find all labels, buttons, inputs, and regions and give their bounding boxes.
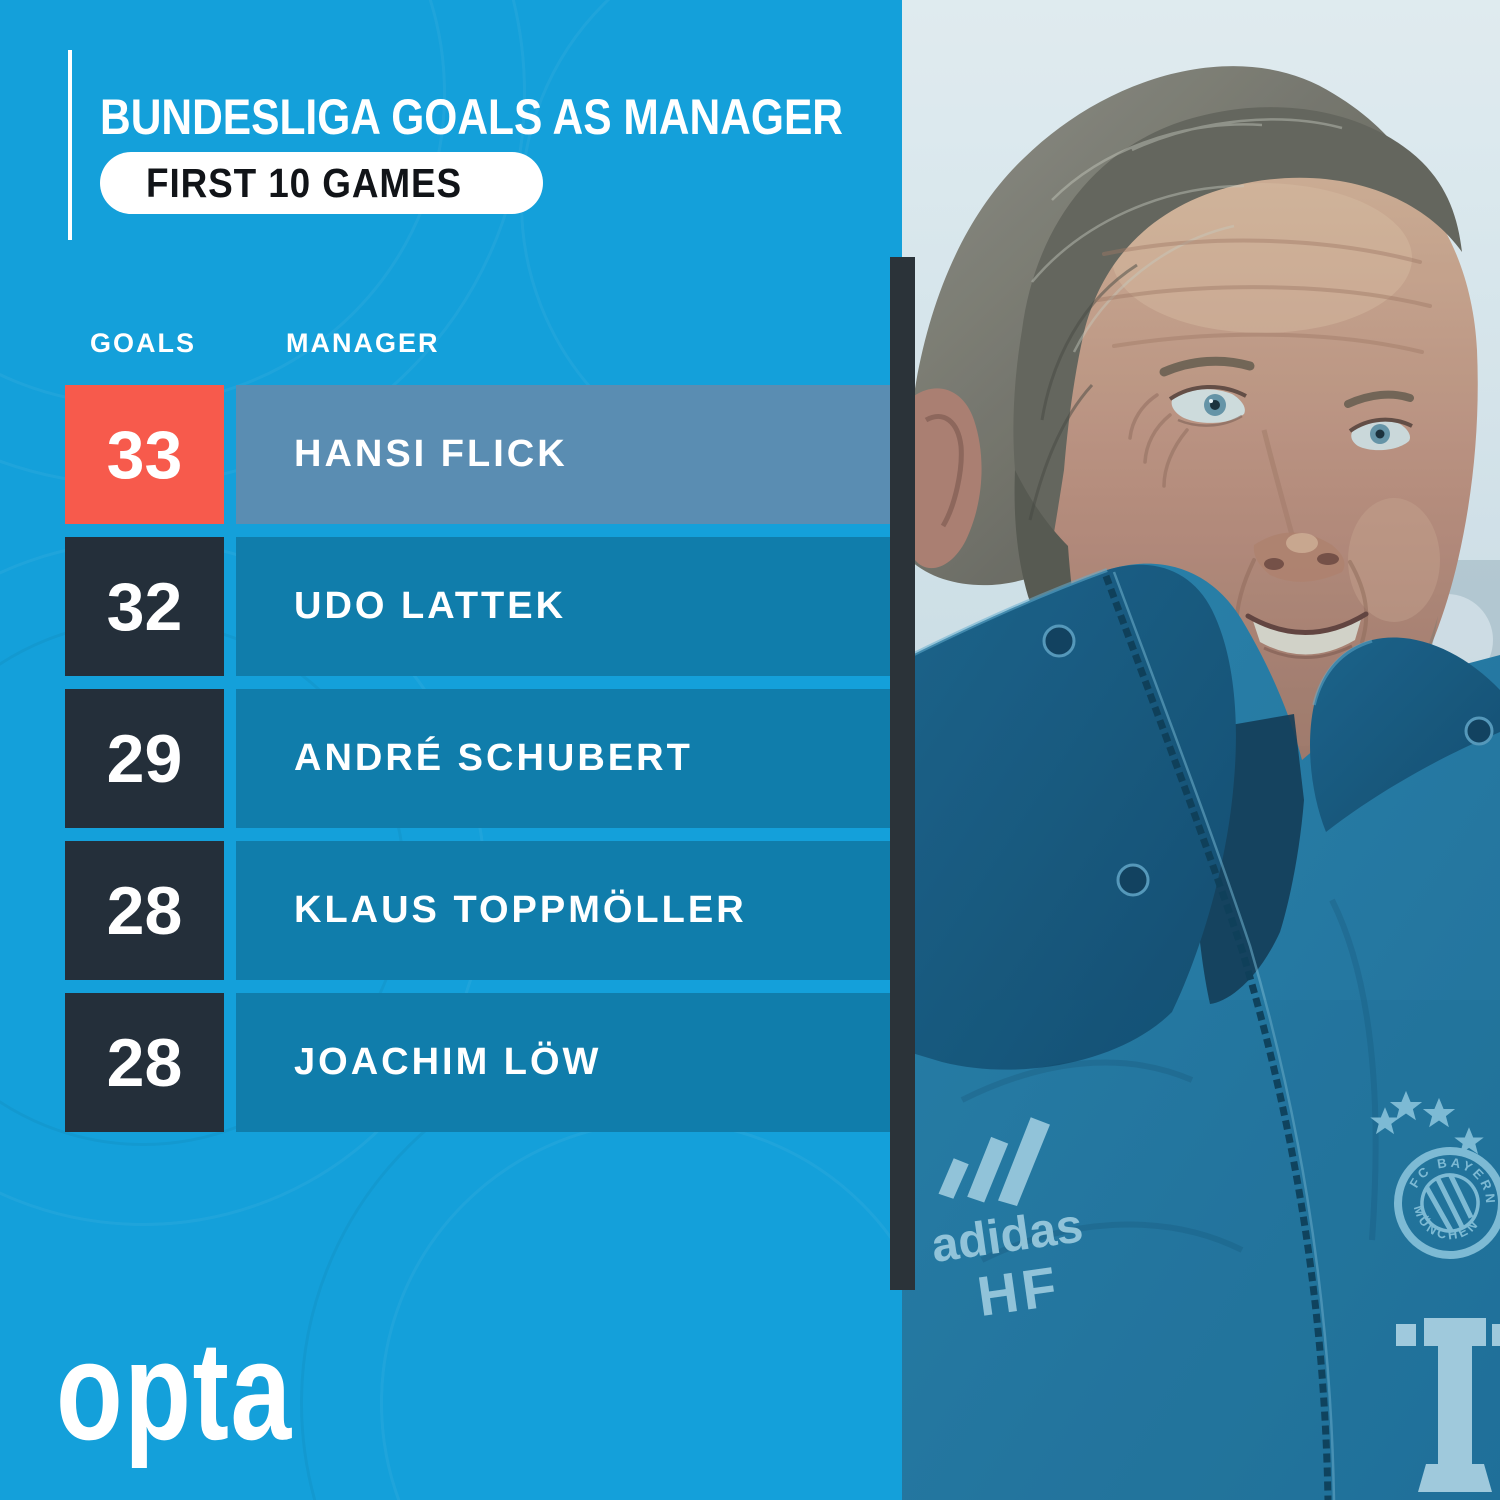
ear	[901, 388, 982, 569]
manager-bar: UDO LATTEK	[236, 537, 897, 676]
goals-value-cell: 32	[65, 537, 224, 676]
left-collar	[902, 564, 1236, 1070]
manager-bar: JOACHIM LÖW	[236, 993, 897, 1132]
table-row: 28 JOACHIM LÖW	[65, 993, 897, 1132]
page-title: BUNDESLIGA GOALS AS MANAGER	[100, 89, 843, 145]
crest-inner-ring	[1420, 1173, 1480, 1233]
nostril	[1317, 553, 1339, 565]
telekom-logo	[1396, 1318, 1500, 1492]
photo-tint	[902, 0, 1500, 1500]
goals-value-cell: 33	[65, 385, 224, 524]
manager-photo-illustration: adidas HF FC BAYERN MÜNCHEN	[901, 0, 1500, 1500]
telekom-dot	[1396, 1324, 1416, 1346]
snap-button	[1464, 716, 1494, 746]
hair-highlight-strands	[1031, 118, 1343, 353]
right-eyebrow	[1344, 390, 1414, 408]
jacket-initials: HF	[974, 1254, 1065, 1328]
nose-tip-highlight	[1286, 533, 1318, 553]
crest-hatching	[1424, 1174, 1474, 1233]
left-lower-lid	[1177, 414, 1243, 427]
teeth	[1252, 616, 1362, 655]
right-eyelid	[1348, 417, 1413, 433]
manager-name: KLAUS TOPPMÖLLER	[294, 889, 747, 931]
adidas-stripe	[998, 1117, 1050, 1206]
collar-edge-highlight	[1312, 639, 1373, 706]
photo-tint	[902, 1000, 1500, 1500]
crow-feet-wrinkles	[1128, 393, 1189, 488]
table-row: 28 KLAUS TOPPMÖLLER	[65, 841, 897, 980]
jacket-folds	[960, 898, 1379, 1263]
hair-dark-strands	[1028, 263, 1138, 521]
ear-inner	[924, 413, 964, 528]
nostril	[1264, 558, 1284, 570]
right-pupil	[1375, 429, 1385, 439]
manager-bar: ANDRÉ SCHUBERT	[236, 689, 897, 828]
zipper	[1102, 574, 1332, 1500]
goals-table: 33 HANSI FLICK 32 UDO LATTEK 29 ANDRÉ SC…	[65, 385, 897, 1145]
telekom-stem	[1438, 1346, 1472, 1464]
snap-button	[1042, 624, 1076, 658]
zipper-tape	[1112, 571, 1336, 1500]
adidas-stripe	[938, 1158, 969, 1199]
nose-bridge	[1261, 429, 1295, 536]
table-row: 33 HANSI FLICK	[65, 385, 897, 524]
telekom-dot	[1492, 1324, 1500, 1346]
left-eye-highlight	[1209, 399, 1213, 403]
subtitle-badge-label: FIRST 10 GAMES	[146, 159, 463, 206]
telekom-bar	[1424, 1318, 1486, 1346]
title-accent-line	[68, 50, 72, 240]
collar-edge-highlight	[901, 568, 1108, 662]
right-collar	[1310, 637, 1500, 832]
opta-logo: opta	[56, 1312, 293, 1469]
left-eyelid	[1168, 385, 1247, 401]
left-eyebrow	[1159, 356, 1255, 377]
adidas-stripe	[967, 1136, 1009, 1203]
column-header-manager: MANAGER	[286, 328, 440, 358]
goals-value-cell: 29	[65, 689, 224, 828]
manager-photo: adidas HF FC BAYERN MÜNCHEN	[901, 0, 1500, 1500]
manager-name: ANDRÉ SCHUBERT	[294, 737, 693, 779]
forehead-wrinkles	[1096, 238, 1432, 354]
upper-lip	[1245, 611, 1369, 635]
manager-bar: KLAUS TOPPMÖLLER	[236, 841, 897, 980]
divider-strip	[890, 257, 915, 1290]
telekom-foot	[1418, 1464, 1492, 1492]
left-pupil	[1210, 400, 1220, 410]
forehead-highlight	[1112, 183, 1412, 333]
manager-name: UDO LATTEK	[294, 585, 567, 627]
hair-front	[1013, 107, 1462, 583]
subtitle-badge: FIRST 10 GAMES	[100, 152, 544, 214]
column-header-goals: GOALS	[90, 328, 197, 358]
manager-name: JOACHIM LÖW	[294, 1041, 602, 1083]
manager-bar: HANSI FLICK	[236, 385, 897, 524]
snap-button	[1116, 863, 1150, 897]
table-row: 29 ANDRÉ SCHUBERT	[65, 689, 897, 828]
table-row: 32 UDO LATTEK	[65, 537, 897, 676]
goals-value-cell: 28	[65, 841, 224, 980]
goals-value-cell: 28	[65, 993, 224, 1132]
lower-lip	[1263, 644, 1353, 659]
cheek-highlight	[1348, 498, 1440, 622]
manager-name: HANSI FLICK	[294, 433, 568, 475]
crest-outer-ring	[1394, 1147, 1500, 1259]
